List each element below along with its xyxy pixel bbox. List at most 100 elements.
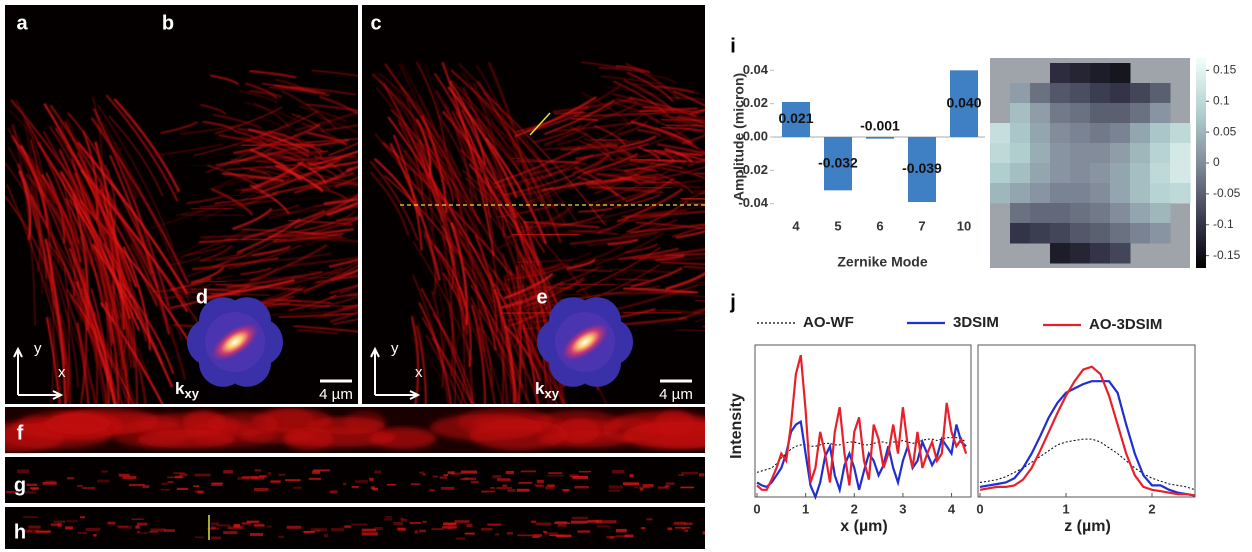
texture-dash [480, 527, 493, 531]
texture-stroke [471, 304, 487, 404]
heatmap-cell [1150, 223, 1171, 244]
texture-stroke [44, 281, 71, 389]
texture-stroke [23, 118, 43, 294]
texture-stroke [230, 159, 286, 165]
texture-stroke [587, 142, 625, 162]
texture-stroke [328, 142, 358, 156]
texture-dash [492, 475, 502, 479]
heatmap-cell [1070, 123, 1091, 144]
image-h [5, 507, 705, 549]
texture-stroke [612, 119, 643, 121]
axis-label: y [391, 340, 399, 357]
heatmap-cell [1050, 223, 1071, 244]
texture-dash [42, 481, 57, 485]
texture-stroke [580, 155, 662, 175]
texture-stroke [273, 84, 326, 94]
texture-stroke [373, 158, 422, 217]
texture-stroke [283, 155, 357, 162]
heatmap-cell [1090, 103, 1111, 124]
texture-stroke [576, 176, 626, 201]
texture-stroke [69, 294, 123, 404]
image-g [5, 457, 705, 503]
texture-stroke [417, 321, 427, 404]
texture-dash [608, 485, 624, 489]
image-panels [5, 5, 705, 549]
texture-dash [314, 529, 321, 532]
texture-dash [284, 479, 301, 482]
texture-stroke [308, 160, 358, 170]
texture-dash [370, 486, 375, 490]
texture-stroke [199, 199, 278, 208]
texture-dash [702, 531, 705, 535]
heatmap-cell [1030, 123, 1051, 144]
heatmap-cell [1050, 243, 1071, 264]
heatmap-cell [1130, 143, 1151, 164]
heatmap-cell [1070, 203, 1091, 224]
value-label: -0.001 [860, 118, 900, 134]
texture-dash [502, 484, 508, 488]
texture-dash [443, 522, 457, 526]
texture-stroke [84, 301, 99, 395]
texture-stroke [566, 258, 596, 270]
texture-stroke [244, 101, 301, 123]
texture-stroke [249, 188, 272, 196]
texture-dash [418, 471, 425, 474]
texture-dash [242, 476, 259, 479]
bar [908, 137, 936, 202]
texture-stroke [527, 110, 584, 133]
texture-dash [549, 534, 564, 537]
panel-label: f [17, 422, 24, 444]
texture-stroke [637, 146, 661, 162]
texture-dash [50, 523, 59, 527]
texture-stroke [64, 267, 70, 404]
heatmap-cell [1090, 163, 1111, 184]
texture-stroke [447, 86, 518, 199]
texture-stroke [644, 73, 677, 84]
texture-dash [77, 531, 87, 534]
texture-blob [45, 413, 111, 435]
heatmap-cell [1030, 143, 1051, 164]
texture-dash [496, 478, 511, 481]
texture-stroke [642, 105, 699, 114]
texture-stroke [65, 310, 98, 404]
texture-stroke [175, 290, 270, 297]
texture-stroke [319, 95, 358, 115]
y-tick-label: -0.02 [738, 162, 768, 177]
texture-stroke [687, 158, 705, 167]
texture-dash [67, 477, 74, 480]
texture-stroke [319, 210, 356, 228]
texture-stroke [179, 227, 251, 259]
texture-stroke [589, 168, 673, 206]
texture-stroke [675, 329, 705, 332]
panel-label: c [370, 12, 381, 34]
texture-stroke [556, 293, 589, 296]
texture-stroke [296, 232, 343, 238]
texture-stroke [568, 114, 644, 155]
texture-stroke [328, 258, 358, 268]
texture-blob [623, 421, 705, 449]
texture-stroke [267, 298, 303, 303]
texture-stroke [630, 120, 693, 145]
heatmap-cell [1150, 163, 1171, 184]
texture-dash [646, 518, 653, 521]
texture-stroke [393, 134, 423, 251]
texture-stroke [624, 99, 647, 110]
texture-dash [223, 470, 233, 474]
texture-stroke [273, 160, 331, 191]
texture-stroke [511, 277, 540, 389]
texture-dash [116, 525, 129, 528]
texture-stroke [682, 265, 705, 270]
y-tick-label: -0.04 [738, 195, 768, 210]
texture-stroke [326, 201, 358, 217]
panel-label: e [536, 286, 547, 308]
texture-dash [400, 518, 408, 522]
panel-label: h [14, 521, 26, 543]
texture-stroke [450, 79, 566, 225]
texture-dash [250, 532, 264, 537]
texture-stroke [619, 135, 657, 149]
texture-dash [142, 485, 150, 489]
heatmap-cell [1170, 143, 1191, 164]
colorbar-tick-label: -0.05 [1213, 186, 1241, 200]
texture-stroke [245, 226, 337, 260]
heatmap-cell [1050, 123, 1071, 144]
